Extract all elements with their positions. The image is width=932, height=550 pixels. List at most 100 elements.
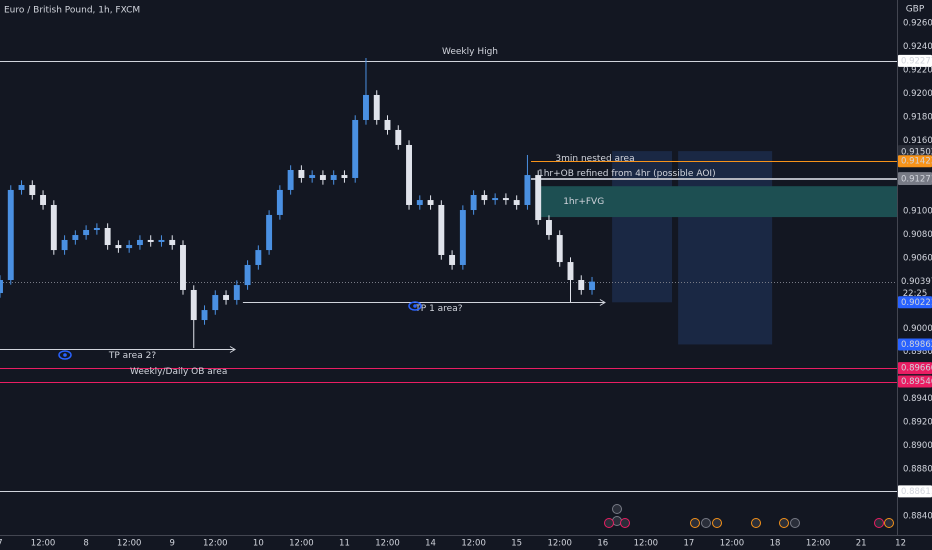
y-tick-label: 0.88400	[903, 512, 932, 522]
x-tick-label: 21	[856, 539, 867, 549]
price-badge-label: 0.89862	[901, 340, 932, 350]
candle-body	[298, 169, 305, 178]
candle-body	[535, 175, 542, 221]
x-tick-label: 12	[895, 539, 906, 549]
candle-body	[556, 235, 563, 263]
x-tick-label: 10	[253, 539, 264, 549]
price-badge	[898, 362, 932, 375]
fvg-zone	[538, 186, 897, 218]
candle-body	[589, 281, 595, 290]
candle-body	[384, 119, 391, 130]
event-icon[interactable]	[712, 518, 722, 528]
x-tick-label: 14	[425, 539, 436, 549]
candle-body	[136, 239, 143, 246]
candle-body	[104, 227, 111, 246]
position-box	[678, 151, 773, 345]
x-tick-label: 12:00	[31, 539, 56, 549]
candle-body	[395, 129, 402, 145]
candle-body	[50, 204, 57, 251]
price-badge	[898, 173, 932, 186]
event-icon[interactable]	[690, 518, 700, 528]
candle-body	[190, 289, 197, 321]
x-tick-label: 12:00	[634, 539, 659, 549]
candle-body	[330, 175, 337, 180]
candle-body	[244, 264, 251, 286]
price-badge	[898, 375, 932, 388]
candle-body	[492, 198, 499, 201]
price-badge-label: 0.92277	[901, 56, 932, 66]
price-badge	[898, 338, 932, 351]
x-tick-label: 12:00	[375, 539, 400, 549]
x-tick-label: 8	[83, 539, 88, 549]
candle-body	[7, 189, 14, 281]
event-icon[interactable]	[874, 518, 884, 528]
event-icon[interactable]	[779, 518, 789, 528]
price-badge	[898, 485, 932, 498]
level-label: 1hr+OB refined from 4hr (possible AOI)	[538, 169, 716, 179]
candle-body	[470, 195, 477, 211]
price-badge-label: 0.91502	[901, 147, 932, 157]
target-arrow-head	[599, 299, 606, 306]
target-label: TP 1 area?	[414, 304, 462, 314]
price-badge	[898, 54, 932, 67]
candle-body	[287, 169, 294, 190]
candle-body	[72, 235, 79, 240]
event-icon[interactable]	[751, 518, 761, 528]
price-badge	[898, 275, 932, 288]
candle-body	[438, 204, 445, 255]
x-tick-label: 12:00	[461, 539, 486, 549]
candle-body	[524, 175, 531, 205]
x-tick-label: 12:00	[117, 539, 142, 549]
event-icon[interactable]	[604, 518, 614, 528]
event-icon[interactable]	[790, 518, 800, 528]
event-icon[interactable]	[701, 518, 711, 528]
candle-body	[352, 119, 359, 178]
candles	[0, 57, 595, 348]
candle-body	[233, 285, 240, 300]
eye-icon[interactable]	[408, 301, 422, 311]
candle-body	[83, 229, 90, 236]
x-tick-label: 7	[0, 539, 3, 549]
candle-body	[449, 254, 456, 265]
candle-body	[513, 200, 520, 205]
x-tick-label: 12:00	[203, 539, 228, 549]
candle-body	[427, 200, 434, 205]
candle-body	[373, 94, 380, 120]
drawings-front: 1hr+FVG Weekly High 3min nested area 1hr+OB…	[0, 47, 716, 377]
event-icon[interactable]	[620, 518, 630, 528]
level-label: Weekly/Daily OB area	[130, 367, 227, 377]
candle-body	[115, 245, 122, 249]
price-badge-label: 0.90221	[901, 298, 932, 308]
candle-body	[459, 210, 466, 265]
event-icon[interactable]	[612, 504, 622, 514]
x-tick-label: 12:00	[289, 539, 314, 549]
x-tick-label: 9	[170, 539, 175, 549]
candle-body	[266, 214, 273, 251]
x-tick-label: 12:00	[806, 539, 831, 549]
position-box	[612, 151, 673, 303]
eye-icon[interactable]	[58, 350, 72, 360]
candle-body	[0, 280, 3, 294]
eye-icons	[58, 301, 422, 360]
price-badge-label: 0.91271	[901, 175, 932, 185]
x-tick-label: 12:00	[547, 539, 572, 549]
candle-body	[212, 295, 219, 311]
x-tick-label: 17	[683, 539, 694, 549]
candle-body	[169, 239, 176, 246]
event-icon[interactable]	[884, 518, 894, 528]
candle-body	[319, 175, 326, 180]
eye-pupil	[63, 353, 67, 357]
